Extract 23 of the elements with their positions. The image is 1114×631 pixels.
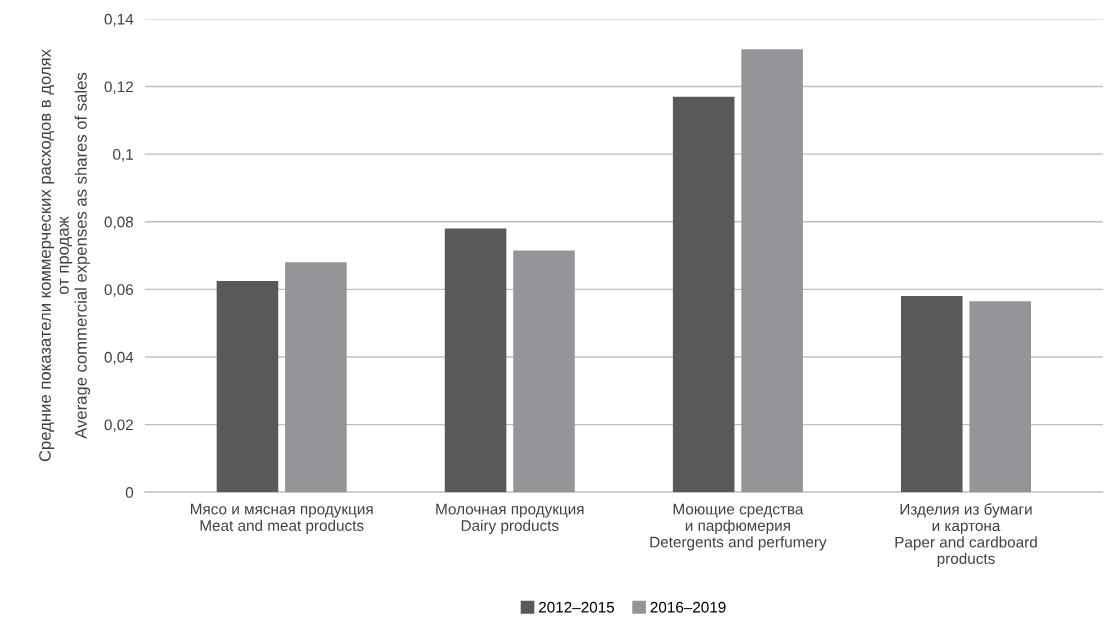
x-tick-label: Мясо и мясная продукция Meat and meat products — [190, 503, 373, 534]
legend-label: 2016–2019 — [650, 601, 726, 613]
y-tick-label: 0,14 — [104, 13, 134, 27]
bar — [285, 262, 347, 493]
bar — [216, 280, 279, 493]
y-tick-label: 0,12 — [104, 81, 133, 95]
x-tick-label: Моющие средства и парфюмерия Detergents and perfumery — [650, 503, 827, 551]
y-tick-label: 0,08 — [104, 216, 134, 230]
bar — [969, 301, 1032, 493]
y-tick-label: 0,04 — [104, 351, 134, 365]
bar — [444, 228, 507, 493]
y-axis-title: Средние показатели коммерческих расходов в долях от продаж Average commercial expenses as shares of sales — [39, 49, 91, 462]
legend-label: 2012–2015 — [538, 601, 615, 613]
bar — [741, 49, 803, 493]
y-tick-label: 0,1 — [113, 149, 133, 162]
x-tick-label: Изделия из бумаги и картона Paper and cardboard products — [895, 503, 1037, 568]
y-tick-label: 0,02 — [104, 419, 133, 433]
y-tick-label: 0 — [125, 487, 134, 498]
y-tick-label: 0,06 — [104, 284, 134, 297]
bar — [900, 296, 963, 493]
bar — [513, 250, 575, 493]
x-tick-label: Молочная продукция Dairy products — [436, 503, 584, 534]
bar — [672, 96, 735, 493]
